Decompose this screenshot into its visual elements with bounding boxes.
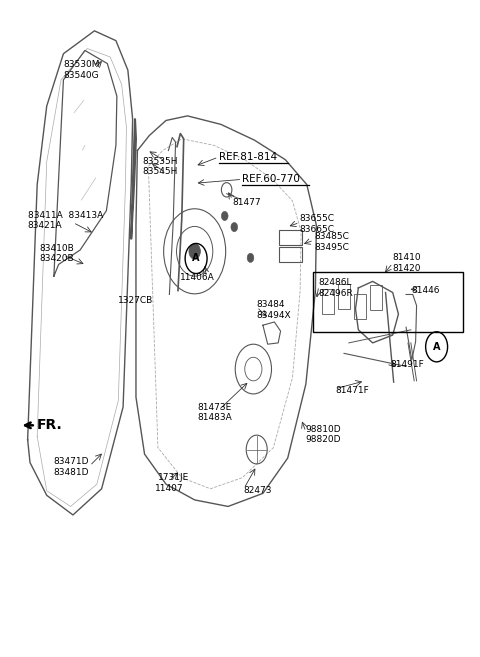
Text: 83471D
83481D: 83471D 83481D	[53, 457, 88, 477]
Text: 83530M
83540G: 83530M 83540G	[63, 60, 100, 79]
Text: FR.: FR.	[37, 419, 63, 432]
Text: REF.60-770: REF.60-770	[242, 174, 300, 185]
Text: 81477: 81477	[233, 198, 262, 207]
Bar	[279, 248, 302, 261]
Text: 83484
83494X: 83484 83494X	[257, 300, 291, 320]
Text: REF.81-814: REF.81-814	[218, 152, 276, 162]
Bar	[279, 231, 302, 245]
Text: 1327CB: 1327CB	[118, 296, 154, 305]
Text: 82473: 82473	[244, 486, 272, 495]
Text: 98810D
98820D: 98810D 98820D	[306, 425, 341, 444]
Bar	[312, 271, 463, 332]
Text: 83410B
83420B: 83410B 83420B	[39, 244, 74, 263]
Text: 81491F: 81491F	[390, 360, 424, 369]
Circle shape	[247, 253, 254, 262]
Circle shape	[221, 212, 228, 221]
Text: A: A	[433, 342, 440, 351]
Text: 82486L
82496R: 82486L 82496R	[319, 278, 353, 298]
Circle shape	[231, 223, 238, 232]
Text: 83411A  83413A
83421A: 83411A 83413A 83421A	[28, 211, 103, 230]
Text: 1731JE: 1731JE	[158, 473, 189, 482]
Circle shape	[189, 244, 200, 259]
Bar	[338, 284, 350, 309]
Text: 11406A: 11406A	[180, 273, 215, 282]
Text: 81471F: 81471F	[336, 386, 369, 395]
Text: 83485C
83495C: 83485C 83495C	[314, 233, 349, 252]
Bar	[354, 294, 365, 319]
Bar	[370, 285, 382, 310]
Text: 81446: 81446	[412, 286, 440, 295]
Text: 81473E
81483A: 81473E 81483A	[197, 403, 232, 422]
Text: 83655C
83665C: 83655C 83665C	[300, 214, 335, 233]
Text: 11407: 11407	[155, 484, 184, 493]
Text: 83535H
83545H: 83535H 83545H	[142, 156, 178, 176]
Bar	[322, 289, 334, 314]
Text: 81410
81420: 81410 81420	[393, 254, 421, 273]
Text: A: A	[192, 254, 200, 263]
